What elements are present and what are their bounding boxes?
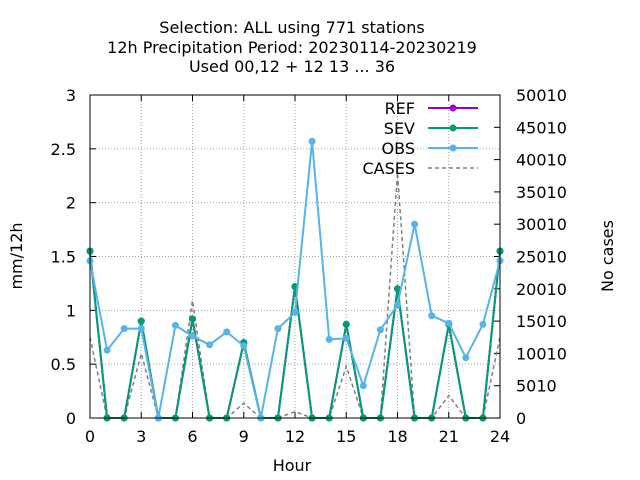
x-tick-label: 15 [336, 427, 356, 446]
y2-tick-label: 30010 [516, 215, 567, 234]
data-point-obs [291, 308, 299, 316]
x-tick-label: 18 [387, 427, 407, 446]
x-tick-label: 3 [136, 427, 146, 446]
data-point-obs [189, 332, 196, 340]
data-point-obs [428, 312, 436, 320]
data-point-obs [120, 325, 128, 333]
legend-label-cases: CASES [362, 159, 415, 178]
y2-tick-label: 45010 [516, 118, 567, 137]
data-point-obs [445, 319, 453, 327]
x-tick-label: 12 [285, 427, 305, 446]
legend-marker-sev [449, 124, 457, 132]
data-point-sev [342, 320, 350, 328]
data-point-obs [171, 321, 179, 329]
data-point-obs [308, 137, 316, 145]
legend-marker-ref [449, 104, 457, 112]
data-point-obs [394, 301, 401, 309]
y2-tick-label: 0 [516, 409, 526, 428]
y-tick-label: 0 [66, 409, 76, 428]
axis-ticks: 0 3 6 9 12 15 18 21 24 0 0.5 1 1.5 2 2.5 3 0 5010 10010 150… [51, 86, 567, 446]
data-point-obs [223, 328, 231, 336]
x-tick-label: 21 [439, 427, 459, 446]
y2-tick-label: 20010 [516, 280, 567, 299]
data-point-obs [462, 354, 470, 362]
data-point-obs [240, 342, 248, 350]
series-layer [86, 137, 504, 422]
legend-marker-obs [449, 144, 457, 152]
legend-label-ref: REF [385, 99, 415, 118]
y2-tick-label: 35010 [516, 183, 567, 202]
y2-axis-label: No cases [598, 220, 617, 292]
y2-tick-label: 15010 [516, 312, 567, 331]
x-tick-label: 9 [239, 427, 249, 446]
legend-label-sev: SEV [384, 119, 415, 138]
title-line-2: 12h Precipitation Period: 20230114-20230… [107, 38, 477, 57]
y2-tick-label: 10010 [516, 344, 567, 363]
y-tick-label: 1.5 [51, 248, 76, 267]
data-point-obs [411, 220, 419, 228]
legend-label-obs: OBS [382, 139, 415, 158]
y-tick-label: 2.5 [51, 140, 76, 159]
grid [90, 95, 500, 418]
y-tick-label: 1 [66, 301, 76, 320]
chart-title: Selection: ALL using 771 stations 12h Pr… [107, 18, 477, 76]
x-tick-label: 24 [490, 427, 510, 446]
x-axis-label: Hour [273, 456, 312, 475]
data-point-obs [103, 346, 111, 354]
y2-tick-label: 40010 [516, 151, 567, 170]
data-point-obs [342, 334, 350, 342]
title-line-3: Used 00,12 + 12 13 ... 36 [189, 57, 395, 76]
y-axis-label: mm/12h [7, 222, 26, 289]
data-point-sev [394, 285, 401, 293]
y-tick-label: 0.5 [51, 355, 76, 374]
plot-frame [89, 94, 501, 419]
data-point-sev [137, 317, 145, 325]
data-point-obs [376, 326, 384, 334]
data-point-obs [325, 335, 333, 343]
data-point-obs [479, 320, 487, 328]
y-tick-label: 3 [66, 86, 76, 105]
x-tick-label: 0 [85, 427, 95, 446]
y2-tick-label: 50010 [516, 86, 567, 105]
data-point-obs [359, 382, 367, 390]
title-line-1: Selection: ALL using 771 stations [159, 18, 424, 37]
data-point-obs [206, 341, 214, 349]
y2-tick-label: 5010 [516, 377, 557, 396]
y-tick-label: 2 [66, 194, 76, 213]
data-point-obs [137, 325, 145, 333]
data-point-obs [274, 325, 282, 333]
y2-tick-label: 25010 [516, 248, 567, 267]
data-point-sev [189, 315, 196, 323]
x-tick-label: 6 [187, 427, 197, 446]
